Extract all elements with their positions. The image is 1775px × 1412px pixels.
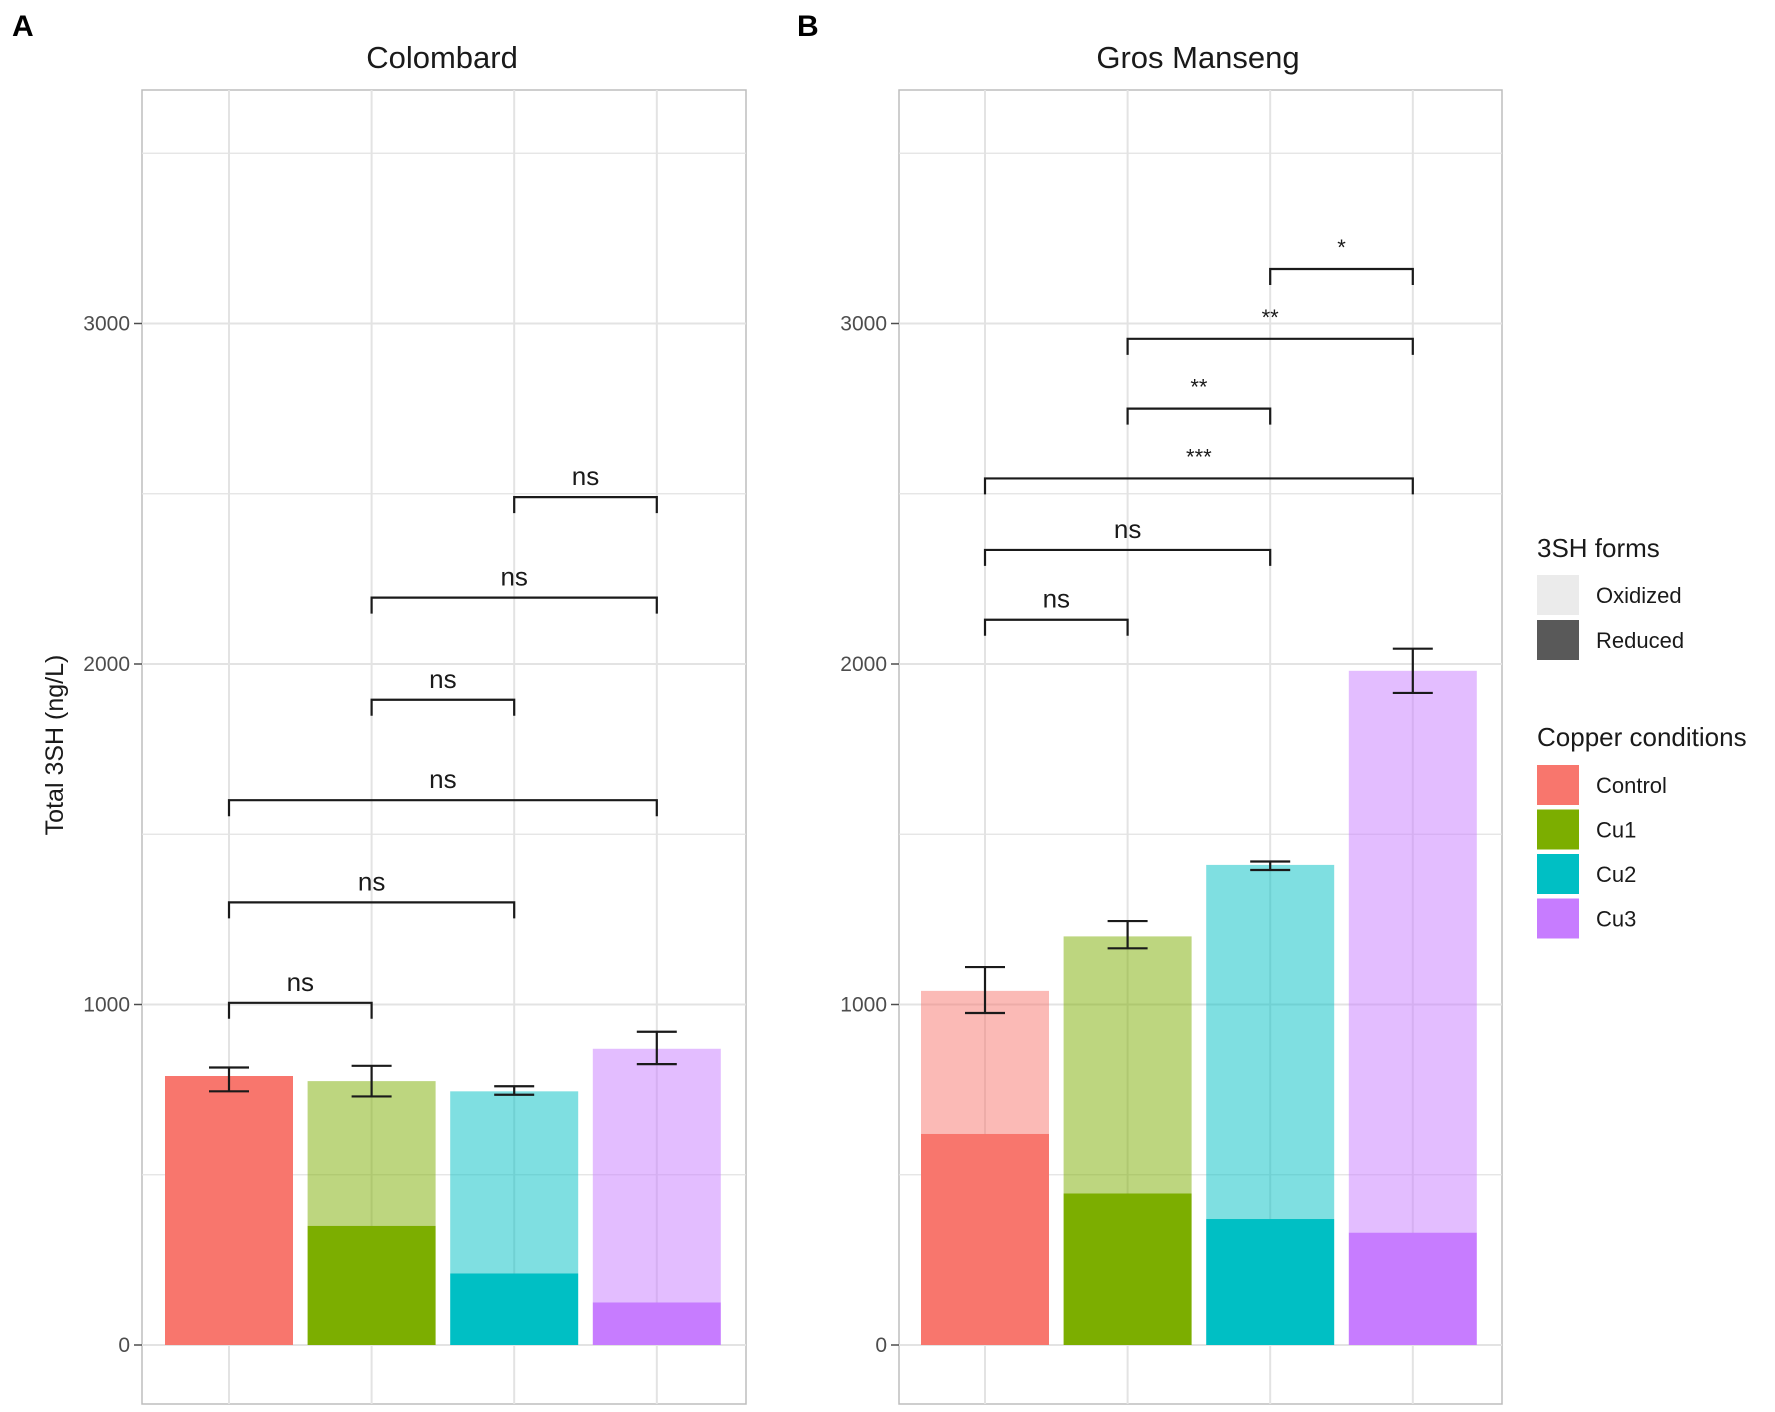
y-tick-label: 0: [875, 1334, 887, 1357]
significance-bracket: [370, 596, 658, 614]
bar-reduced-cu3: [592, 1302, 721, 1345]
bar-oxidized-cu3: [592, 1048, 721, 1303]
significance-bracket: [983, 548, 1272, 566]
significance-label: ns: [500, 562, 527, 592]
significance-label: ns: [429, 664, 456, 694]
error-bar-control: [965, 965, 1005, 1015]
bar-reduced-cu1: [1063, 1193, 1192, 1345]
error-bar-cu3: [636, 1030, 677, 1066]
bar-reduced-control: [165, 1076, 293, 1345]
significance-label: ns: [572, 461, 599, 491]
legend-label-oxidized: Oxidized: [1596, 583, 1682, 608]
y-tick-label: 2000: [840, 653, 887, 676]
significance-bracket: [513, 496, 658, 514]
significance-label: ns: [1043, 584, 1070, 614]
panel-a-plot: 0 1000 2000 3000 ns ns ns ns ns ns: [83, 89, 747, 1405]
bar-reduced-cu1: [307, 1225, 436, 1345]
significance-label: ns: [429, 764, 456, 794]
legend-forms-title: 3SH forms: [1537, 533, 1660, 563]
panel-a-title: Colombard: [366, 40, 518, 75]
bar-oxidized-cu1: [307, 1081, 436, 1226]
legend-key-reduced: [1537, 620, 1579, 660]
y-tick-label: 3000: [840, 313, 887, 336]
y-tick-label: 1000: [83, 994, 130, 1017]
legend-label-control: Control: [1596, 773, 1667, 798]
significance-label: ***: [1186, 444, 1212, 469]
significance-label: **: [1190, 375, 1208, 400]
y-axis-label: Total 3SH (ng/L): [41, 655, 69, 836]
bar-oxidized-cu1: [1063, 936, 1192, 1194]
panel-b-title: Gros Manseng: [1096, 40, 1299, 75]
legend-key-oxidized: [1537, 575, 1579, 615]
significance-label: ns: [287, 967, 314, 997]
legend-label-cu1: Cu1: [1596, 818, 1636, 843]
legend-conditions-title: Copper conditions: [1537, 722, 1747, 752]
bar-reduced-cu3: [1348, 1232, 1477, 1345]
legend-key-cu1: [1537, 809, 1579, 850]
legend-key-cu3: [1537, 898, 1579, 939]
y-tick-label: 0: [118, 1334, 130, 1357]
bar-reduced-control: [921, 1133, 1049, 1345]
significance-bracket: [227, 799, 658, 817]
legend-key-cu2: [1537, 854, 1579, 894]
significance-bracket: [1126, 337, 1414, 355]
significance-bracket: [983, 477, 1414, 495]
bar-oxidized-cu2: [1206, 864, 1335, 1220]
significance-label: **: [1262, 305, 1280, 330]
significance-bracket: [1269, 267, 1414, 286]
error-bar-cu2: [494, 1085, 535, 1096]
legend-label-reduced: Reduced: [1596, 628, 1684, 653]
bar-reduced-cu2: [1206, 1219, 1335, 1345]
significance-label: ns: [358, 866, 385, 896]
panel-a-tag: A: [12, 10, 34, 43]
significance-bracket: [1126, 407, 1272, 425]
significance-bracket: [983, 618, 1129, 636]
panel-b-tag: B: [797, 10, 819, 43]
significance-bracket: [227, 1001, 373, 1019]
y-tick-label: 3000: [83, 313, 130, 336]
legend-key-control: [1537, 765, 1579, 805]
y-tick-label: 1000: [840, 994, 887, 1017]
bar-oxidized-cu3: [1348, 670, 1477, 1233]
y-tick-label: 2000: [83, 653, 130, 676]
error-bar-cu1: [1107, 919, 1148, 950]
bar-oxidized-control: [921, 990, 1049, 1134]
legend-label-cu2: Cu2: [1596, 862, 1636, 887]
legend: 3SH forms Oxidized Reduced Copper conditi…: [1537, 533, 1747, 939]
bar-reduced-cu2: [450, 1273, 579, 1345]
error-bar-cu2: [1250, 860, 1291, 872]
significance-bracket: [227, 901, 516, 919]
error-bar-cu3: [1392, 647, 1433, 695]
significance-label: ns: [1114, 514, 1141, 544]
significance-label: *: [1337, 235, 1346, 260]
error-bar-control: [209, 1066, 249, 1093]
error-bar-cu1: [351, 1064, 392, 1098]
bar-oxidized-cu2: [450, 1091, 579, 1274]
significance-bracket: [370, 698, 516, 716]
legend-label-cu3: Cu3: [1596, 907, 1636, 932]
